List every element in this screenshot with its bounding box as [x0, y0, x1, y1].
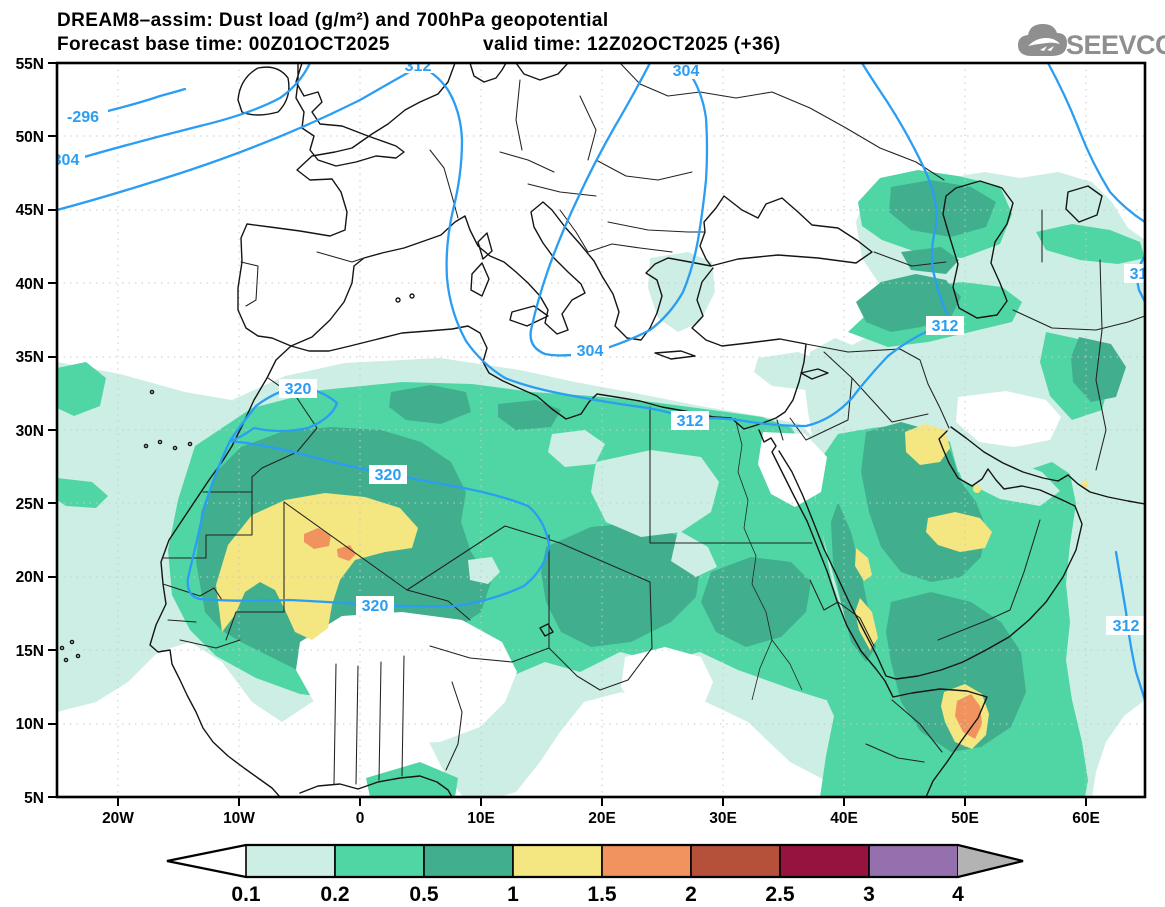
contour-label-312-mideast: 312 — [926, 316, 964, 335]
contour-312-right-lower — [1114, 550, 1145, 702]
colorbar-tick: 2.5 — [765, 883, 795, 906]
nile-river — [734, 417, 803, 701]
svg-text:312: 312 — [932, 318, 959, 335]
lat-label: 35N — [16, 349, 44, 366]
lon-label: 10E — [467, 810, 495, 827]
dust-pale-inner-patches — [468, 430, 1060, 584]
valid-time: valid time: 12Z02OCT2025 (+36) — [483, 34, 781, 55]
colorbar-tick: 0.1 — [231, 883, 261, 906]
svg-text:320: 320 — [375, 467, 402, 484]
colorbar-tick: 2 — [685, 883, 697, 906]
contour-label-320-sahara-upper: 320 — [369, 465, 407, 484]
lon-label: 50E — [951, 810, 979, 827]
colorbar-tick: 1.5 — [587, 883, 617, 906]
lon-axis: 20W 10W 0 10E 20E 30E 40E 50E 60E — [102, 810, 1100, 827]
svg-text:312: 312 — [677, 413, 704, 430]
forecast-base-time: Forecast base time: 00Z01OCT2025 — [57, 34, 390, 55]
axis-ticks — [48, 62, 1087, 806]
country-borders — [162, 63, 1145, 785]
svg-text:304: 304 — [673, 63, 700, 80]
colorbar-tick: 0.2 — [320, 883, 349, 906]
lon-label: 30E — [709, 810, 737, 827]
dust-fill-0p2-cameroon — [366, 762, 458, 797]
lat-axis: 55N 50N 45N 40N 35N 30N 25N 20N 15N 10N … — [16, 56, 44, 807]
lon-label: 20E — [588, 810, 616, 827]
lat-label: 50N — [16, 129, 44, 146]
colorbar-segment — [868, 844, 959, 878]
colorbar-segment — [512, 844, 603, 878]
lat-label: 10N — [16, 716, 44, 733]
contour-label-296-nw: -296 — [58, 107, 108, 126]
contour-label-320-morocco: 320 — [279, 379, 317, 398]
colorbar-left-arrow — [167, 845, 246, 877]
colorbar-segment — [245, 844, 336, 878]
chart-title: DREAM8–assim: Dust load (g/m²) and 700hP… — [57, 10, 609, 31]
lat-label: 30N — [16, 423, 44, 440]
colorbar-tick: 0.5 — [409, 883, 439, 906]
map-area: -296 304 312 304 304 312 312 312 312 320… — [53, 58, 1157, 797]
svg-text:312: 312 — [1130, 266, 1157, 283]
lon-label: 60E — [1072, 810, 1100, 827]
contour-320-loop — [186, 384, 551, 608]
colorbar-segment — [334, 844, 425, 878]
colorbar-segment — [690, 844, 781, 878]
colorbar-tick: 1 — [507, 883, 519, 906]
colorbar-segment — [779, 844, 870, 878]
contour-label-312-right-upper: 312 — [1124, 264, 1157, 283]
lat-label: 15N — [16, 643, 44, 660]
svg-text:320: 320 — [285, 381, 312, 398]
graticule — [57, 63, 1145, 797]
svg-text:-296: -296 — [67, 109, 99, 126]
lat-label: 55N — [16, 56, 44, 73]
lon-label: 10W — [223, 810, 255, 827]
contour-label-304-greece: 304 — [571, 341, 609, 360]
contour-label-312-right-lower: 312 — [1106, 616, 1145, 635]
contour-label-304-top: 304 — [667, 63, 705, 80]
svg-text:304: 304 — [53, 152, 80, 169]
svg-text:304: 304 — [577, 343, 604, 360]
svg-text:320: 320 — [362, 598, 389, 615]
colorbar-right-arrow — [958, 845, 1023, 877]
contour-label-312-top: 312 — [399, 58, 437, 75]
seevccc-logo: SEEVCCC — [1018, 24, 1165, 60]
colorbar-tick: 4 — [952, 883, 964, 906]
colorbar-outline — [166, 843, 1024, 879]
logo-text: SEEVCCC — [1066, 30, 1165, 60]
colorbar-legend: 0.1 0.2 0.5 1 1.5 2 2.5 3 4 — [166, 843, 1024, 906]
contour-ne-corner — [1046, 63, 1145, 224]
lat-label: 45N — [16, 202, 44, 219]
contour-label-312-egypt: 312 — [671, 411, 709, 430]
svg-text:312: 312 — [1113, 618, 1140, 635]
contour-label-group: -296 304 312 304 304 312 312 312 312 320… — [53, 58, 1157, 635]
svg-text:312: 312 — [405, 58, 432, 75]
contour-label-320-sahara-lower: 320 — [356, 596, 394, 615]
colorbar-tick: 3 — [863, 883, 875, 906]
colorbar-ticks: 0.1 0.2 0.5 1 1.5 2 2.5 3 4 — [231, 883, 964, 906]
lon-label: 20W — [102, 810, 134, 827]
colorbar-segment — [423, 844, 514, 878]
lat-label: 20N — [16, 569, 44, 586]
contour-label-304-left: 304 — [53, 150, 85, 169]
lon-label: 40E — [830, 810, 858, 827]
lat-label: 40N — [16, 276, 44, 293]
colorbar-segment — [601, 844, 692, 878]
lat-label: 5N — [24, 790, 44, 807]
dust-fill-1p5 — [304, 528, 982, 739]
lon-label: 0 — [356, 810, 365, 827]
lat-label: 25N — [16, 496, 44, 513]
